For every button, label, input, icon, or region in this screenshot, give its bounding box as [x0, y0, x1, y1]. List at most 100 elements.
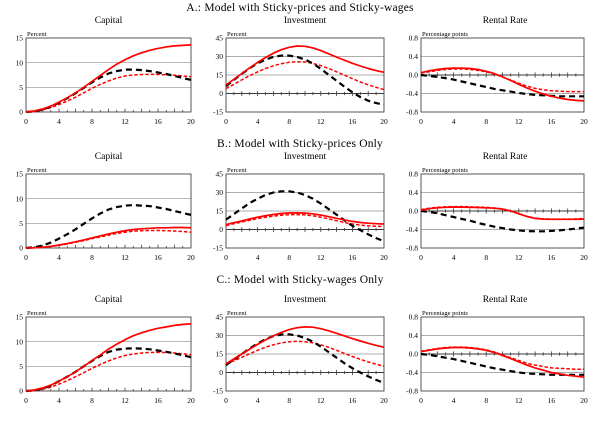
panel-c-investment-title: Investment	[283, 295, 327, 305]
chart-a-capital: 0 5 10 15 0 4 8 12 16 20 Percent	[16, 31, 196, 126]
svg-text:0: 0	[19, 387, 23, 396]
chart-b-capital: 0 5 10 15 0 4 8 12 16 20 Percent	[16, 167, 196, 262]
svg-text:20: 20	[580, 396, 588, 405]
section-c-title: C.: Model with Sticky-wages Only	[216, 274, 384, 286]
panel-c-rental-rate: Rental Rate -0.8 -0.4 0.0 0.4 0.8 0 4 8 12 16 20 Pe…	[393, 294, 600, 411]
svg-text:12: 12	[121, 253, 129, 262]
svg-text:12: 12	[515, 253, 523, 262]
svg-text:16: 16	[548, 253, 556, 262]
svg-text:30: 30	[216, 188, 224, 197]
panel-c-investment: Investment -15 0 15 30 45 0 4 8 12 16 20 Percent	[200, 294, 393, 411]
svg-text:Percentage points: Percentage points	[422, 31, 468, 38]
svg-text:4: 4	[57, 117, 61, 126]
svg-text:12: 12	[515, 396, 523, 405]
svg-text:45: 45	[216, 313, 224, 322]
section-b-panels: Capital 0 5 10 15 0 4 8 12 16 20 Percent Investmen…	[0, 151, 600, 268]
panel-a-capital-title: Capital	[94, 16, 123, 26]
panel-c-capital: Capital 0 5 10 15 0 4 8 12 16 20 Percent	[0, 294, 200, 411]
svg-text:8: 8	[287, 117, 291, 126]
svg-text:0.8: 0.8	[409, 170, 419, 179]
panel-b-investment-title: Investment	[283, 152, 327, 162]
svg-text:0: 0	[24, 396, 28, 405]
svg-text:Percent: Percent	[227, 310, 247, 317]
svg-text:0.8: 0.8	[409, 313, 419, 322]
svg-text:4: 4	[57, 253, 61, 262]
svg-text:4: 4	[256, 396, 260, 405]
section-a: A.: Model with Sticky-prices and Sticky-…	[0, 0, 600, 132]
svg-text:15: 15	[16, 170, 24, 179]
svg-text:8: 8	[484, 117, 488, 126]
panel-c-rental-rate-title: Rental Rate	[482, 295, 528, 305]
svg-text:16: 16	[349, 396, 357, 405]
svg-text:15: 15	[216, 350, 224, 359]
svg-text:16: 16	[154, 117, 162, 126]
svg-text:8: 8	[90, 117, 94, 126]
svg-text:16: 16	[349, 253, 357, 262]
svg-text:15: 15	[216, 207, 224, 216]
svg-text:4: 4	[256, 117, 260, 126]
svg-text:12: 12	[121, 396, 129, 405]
svg-text:-0.4: -0.4	[406, 368, 418, 377]
svg-text:4: 4	[57, 396, 61, 405]
svg-text:5: 5	[19, 219, 23, 228]
svg-text:12: 12	[121, 117, 129, 126]
svg-text:0: 0	[419, 253, 423, 262]
svg-text:0: 0	[19, 244, 23, 253]
svg-text:16: 16	[548, 117, 556, 126]
svg-text:Percent: Percent	[227, 167, 247, 174]
svg-text:12: 12	[317, 253, 325, 262]
svg-text:12: 12	[317, 396, 325, 405]
panel-b-capital: Capital 0 5 10 15 0 4 8 12 16 20 Percent	[0, 151, 200, 268]
svg-text:-15: -15	[213, 387, 223, 396]
chart-b-rental-rate: -0.8 -0.4 0.0 0.4 0.8 0 4 8 12 16 20 Percentage poi…	[406, 167, 588, 262]
svg-text:5: 5	[19, 362, 23, 371]
svg-text:0: 0	[24, 253, 28, 262]
svg-text:16: 16	[548, 396, 556, 405]
svg-text:20: 20	[380, 117, 388, 126]
svg-text:0.4: 0.4	[409, 331, 419, 340]
svg-text:0: 0	[419, 117, 423, 126]
svg-text:8: 8	[90, 253, 94, 262]
svg-text:0.8: 0.8	[409, 34, 419, 43]
panel-a-rental-rate: Rental Rate -0.8 -0.4 0.0 0.4 0.8 0 4 8 12 16 20 Pe…	[393, 15, 600, 132]
svg-text:-15: -15	[213, 108, 223, 117]
svg-text:4: 4	[452, 253, 456, 262]
svg-text:8: 8	[287, 253, 291, 262]
svg-text:0: 0	[224, 253, 228, 262]
svg-text:Percent: Percent	[227, 31, 247, 38]
section-b-title: B.: Model with Sticky-prices Only	[217, 138, 383, 150]
svg-text:0: 0	[419, 396, 423, 405]
svg-text:20: 20	[187, 117, 195, 126]
section-c: C.: Model with Sticky-wages Only Capital…	[0, 272, 600, 411]
svg-text:15: 15	[16, 34, 24, 43]
svg-text:-15: -15	[213, 244, 223, 253]
svg-text:20: 20	[580, 117, 588, 126]
svg-text:30: 30	[216, 331, 224, 340]
svg-text:Percentage points: Percentage points	[422, 310, 468, 317]
section-c-panels: Capital 0 5 10 15 0 4 8 12 16 20 Percent Investmen…	[0, 294, 600, 411]
svg-text:20: 20	[380, 396, 388, 405]
panel-b-capital-title: Capital	[94, 152, 123, 162]
svg-text:8: 8	[484, 253, 488, 262]
svg-text:0: 0	[19, 108, 23, 117]
section-a-title: A.: Model with Sticky-prices and Sticky-…	[186, 2, 414, 14]
panel-b-investment: Investment -15 0 15 30 45 0 4 8 12 16 20 Percent	[200, 151, 393, 268]
panel-a-rental-rate-title: Rental Rate	[482, 16, 528, 26]
svg-text:45: 45	[216, 34, 224, 43]
panel-a-capital: Capital 0 5 10 15 0 4 8 12 16 20 Percent	[0, 15, 200, 132]
svg-text:30: 30	[216, 52, 224, 61]
svg-text:Percentage points: Percentage points	[422, 167, 468, 174]
svg-text:0: 0	[219, 89, 223, 98]
section-b: B.: Model with Sticky-prices Only Capita…	[0, 136, 600, 268]
svg-text:8: 8	[90, 396, 94, 405]
svg-text:20: 20	[380, 253, 388, 262]
svg-text:0: 0	[24, 117, 28, 126]
svg-text:0.0: 0.0	[409, 350, 419, 359]
svg-text:5: 5	[19, 83, 23, 92]
svg-text:4: 4	[256, 253, 260, 262]
svg-text:0: 0	[219, 368, 223, 377]
svg-text:-0.4: -0.4	[406, 89, 418, 98]
